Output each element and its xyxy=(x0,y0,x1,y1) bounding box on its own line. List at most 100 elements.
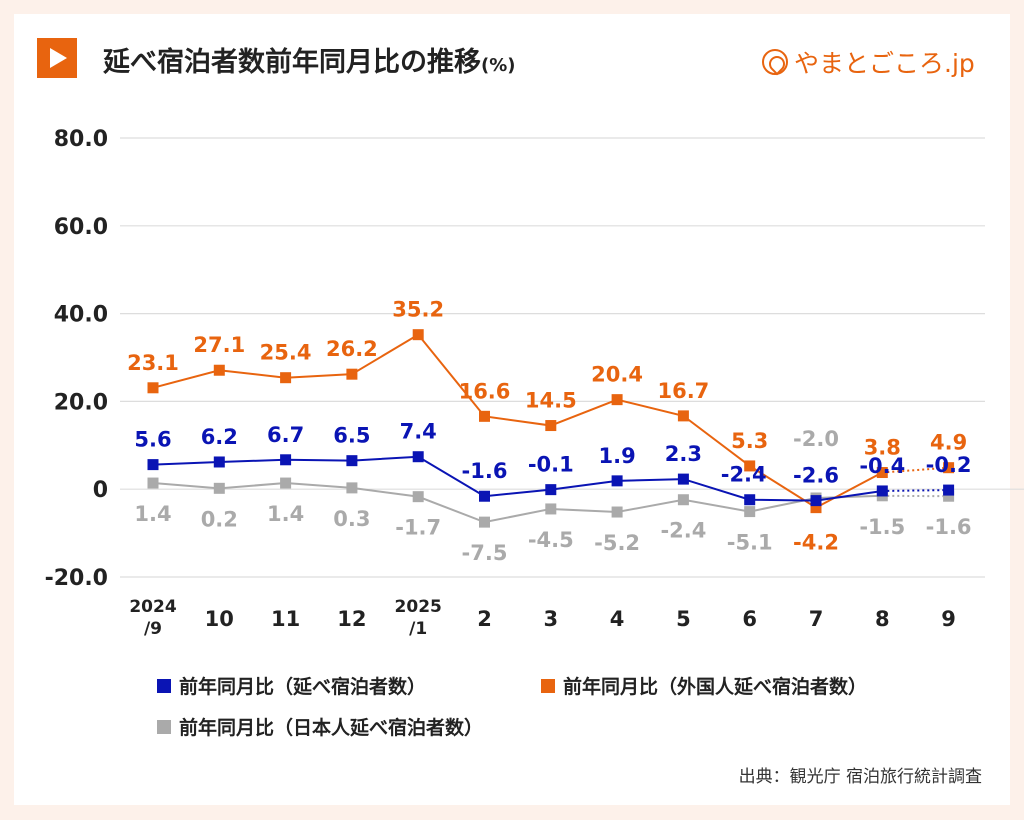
logo-text: やまとごころ.jp xyxy=(794,49,975,78)
chart-card xyxy=(14,14,1010,805)
x-tick-label: 9 xyxy=(941,607,956,631)
data-label: 16.6 xyxy=(459,379,511,403)
data-point xyxy=(611,475,623,487)
data-point xyxy=(943,484,955,496)
x-tick-label: /9 xyxy=(144,619,162,639)
data-point xyxy=(213,364,225,376)
data-label: 1.4 xyxy=(267,502,304,526)
page-title: 延べ宿泊者数前年同月比の推移(%) xyxy=(103,40,516,79)
data-label: 16.7 xyxy=(657,379,709,403)
data-point xyxy=(744,494,756,506)
data-point xyxy=(479,516,490,528)
legend-item-foreign: 前年同月比（外国人延べ宿泊者数） xyxy=(541,672,867,699)
data-point xyxy=(213,456,225,468)
x-tick-label: 7 xyxy=(809,607,824,631)
x-tick-label: 2024 xyxy=(129,597,176,617)
x-tick-label: 2025 xyxy=(395,597,442,617)
series-line xyxy=(152,482,883,524)
data-point xyxy=(744,460,756,472)
data-label: 14.5 xyxy=(525,389,577,413)
legend-label: 前年同月比（日本人延べ宿泊者数） xyxy=(179,717,484,739)
data-label: -5.2 xyxy=(594,531,640,555)
title-unit: (%) xyxy=(481,55,516,76)
data-label: -2.4 xyxy=(660,519,706,543)
data-label: -1.7 xyxy=(395,516,441,540)
data-point xyxy=(611,394,623,406)
y-tick-label: 60.0 xyxy=(54,215,108,240)
data-point xyxy=(213,482,225,494)
data-label: 1.9 xyxy=(598,444,635,468)
data-point xyxy=(876,467,888,479)
x-tick-label: 12 xyxy=(337,607,366,631)
y-tick-label: 80.0 xyxy=(54,127,108,152)
source-note: 出典：観光庁 宿泊旅行統計調査 xyxy=(738,767,982,787)
data-label: -1.6 xyxy=(462,459,508,483)
data-point xyxy=(280,454,292,466)
data-point xyxy=(346,482,358,494)
data-label: 1.4 xyxy=(134,502,171,526)
data-label: -7.5 xyxy=(462,541,508,565)
x-tick-label: 5 xyxy=(676,607,691,631)
data-label: 6.5 xyxy=(333,424,370,448)
series-line xyxy=(152,333,883,509)
data-point xyxy=(545,503,557,515)
data-label: 35.2 xyxy=(392,298,444,322)
legend-swatch xyxy=(157,719,171,734)
data-point xyxy=(147,382,159,394)
x-tick-label: 6 xyxy=(742,607,757,631)
data-label: -2.0 xyxy=(793,427,839,451)
x-tick-label: 3 xyxy=(543,607,558,631)
series-line xyxy=(152,455,883,502)
data-label: -2.4 xyxy=(721,463,767,487)
data-label: 6.2 xyxy=(201,425,238,449)
x-tick-label: /1 xyxy=(409,619,427,639)
logo-mark-icon xyxy=(762,49,788,75)
data-label: -0.4 xyxy=(859,454,905,478)
data-label: 25.4 xyxy=(260,341,312,365)
data-label: 5.6 xyxy=(134,428,171,452)
data-label: 26.2 xyxy=(326,337,378,361)
data-point xyxy=(876,485,888,497)
data-label: -0.1 xyxy=(528,453,574,477)
data-label: 20.4 xyxy=(591,363,643,387)
data-point xyxy=(545,420,557,432)
series-line-projected xyxy=(882,466,949,474)
legend-item-japanese: 前年同月比（日本人延べ宿泊者数） xyxy=(157,713,483,740)
data-point xyxy=(147,459,159,471)
x-tick-label: 8 xyxy=(875,607,890,631)
data-point xyxy=(611,506,623,518)
y-tick-label: -20.0 xyxy=(45,566,108,591)
x-tick-label: 2 xyxy=(477,607,492,631)
series-line-projected xyxy=(882,489,949,492)
legend-item-total: 前年同月比（延べ宿泊者数） xyxy=(157,672,426,699)
data-point xyxy=(412,329,424,341)
data-label: 2.3 xyxy=(665,442,702,466)
data-point xyxy=(346,368,358,380)
data-point xyxy=(810,502,822,514)
x-tick-label: 10 xyxy=(205,607,234,631)
data-point xyxy=(412,451,424,463)
data-label: -4.5 xyxy=(528,528,574,552)
data-label: 0.3 xyxy=(333,507,370,531)
data-point xyxy=(943,462,955,474)
data-label: -5.1 xyxy=(727,531,773,555)
data-point xyxy=(346,455,358,467)
title-text: 延べ宿泊者数前年同月比の推移 xyxy=(103,47,481,78)
data-point xyxy=(147,477,159,489)
data-label: 7.4 xyxy=(400,420,437,444)
data-point xyxy=(280,477,292,489)
logo[interactable]: やまとごころ.jp xyxy=(762,44,975,80)
data-label: -4.2 xyxy=(793,531,839,555)
legend-label: 前年同月比（延べ宿泊者数） xyxy=(179,676,427,698)
data-point xyxy=(545,484,557,496)
data-point xyxy=(479,490,490,502)
legend-swatch xyxy=(541,678,555,693)
x-tick-label: 11 xyxy=(271,607,300,631)
play-icon xyxy=(37,38,77,78)
x-tick-label: 4 xyxy=(610,607,625,631)
data-point xyxy=(677,410,689,422)
data-label: -0.2 xyxy=(926,453,972,477)
data-point xyxy=(943,490,955,502)
y-tick-label: 20.0 xyxy=(54,390,108,415)
